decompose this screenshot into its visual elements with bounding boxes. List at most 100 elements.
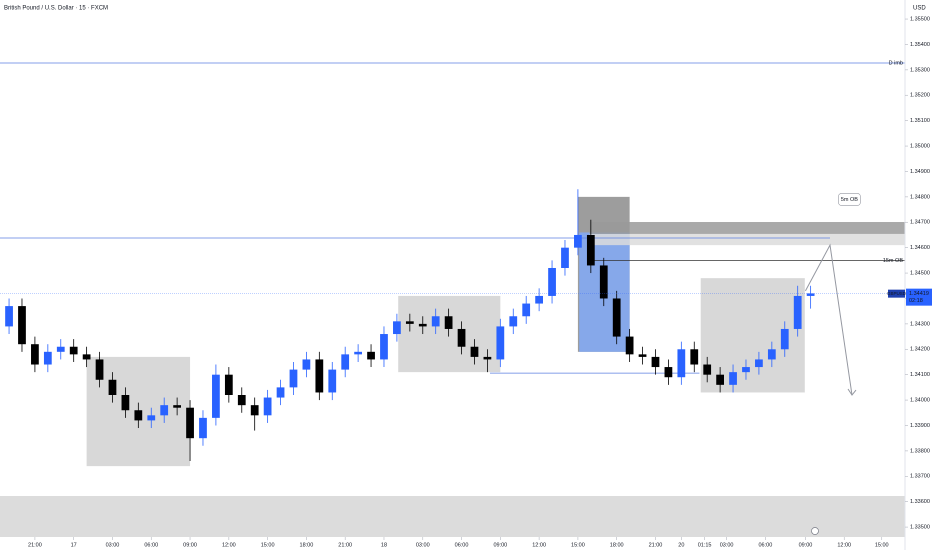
- candle-body: [716, 374, 724, 385]
- projection-arrowhead: [847, 388, 857, 396]
- last-price-label: 1.34419: [909, 291, 929, 297]
- x-tick-label: 09:00: [493, 542, 507, 548]
- y-tick-label: 1.33700: [910, 474, 930, 480]
- currency: USD: [913, 6, 926, 12]
- candle-body: [457, 328, 466, 347]
- x-tick-label: 09:00: [183, 542, 197, 548]
- x-tick-label: 15:00: [261, 542, 275, 548]
- candle-body: [31, 344, 39, 365]
- y-tick-label: 1.34700: [910, 220, 930, 226]
- candle-body: [548, 267, 556, 296]
- zone: [589, 233, 905, 246]
- candle-body: [237, 395, 246, 406]
- y-tick-label: 1.35000: [910, 144, 930, 150]
- candle-body: [56, 346, 65, 352]
- x-tick-label: 20: [678, 542, 684, 548]
- candle-body: [483, 356, 492, 360]
- candle-body: [82, 354, 91, 360]
- candle-body: [599, 265, 608, 299]
- price-tag: [906, 288, 932, 306]
- countdown-label: 02:18: [909, 298, 923, 304]
- candle-body: [315, 359, 324, 393]
- x-tick-label: 17: [71, 542, 77, 548]
- y-tick-label: 1.34000: [910, 398, 930, 404]
- y-tick-label: 1.34600: [910, 245, 930, 251]
- candle-body: [522, 303, 531, 317]
- x-tick-label: 18:00: [610, 542, 624, 548]
- candle-body: [393, 321, 401, 335]
- y-tick-label: 1.35200: [910, 93, 930, 99]
- y-tick-label: 1.34300: [910, 321, 930, 327]
- x-tick-label: 21:00: [28, 542, 42, 548]
- y-tick-label: 1.33800: [910, 448, 930, 454]
- symbol-tag: [888, 289, 905, 298]
- candle-body: [276, 387, 285, 398]
- candle-body: [703, 364, 712, 375]
- candle-body: [199, 417, 207, 439]
- candle-body: [431, 316, 440, 327]
- candle-body: [289, 369, 298, 388]
- y-tick-label: 1.34200: [910, 347, 930, 353]
- candle-body: [43, 351, 52, 365]
- candle-body: [561, 247, 569, 268]
- candle-body: [625, 336, 634, 355]
- y-tick-label: 1.34500: [910, 271, 930, 277]
- candle-body: [186, 407, 194, 439]
- x-tick-label: 12:00: [532, 542, 546, 548]
- x-tick-label: 09:00: [799, 542, 813, 548]
- candle-body: [108, 379, 117, 396]
- candle-body: [664, 367, 673, 378]
- x-tick-label: 03:00: [416, 542, 430, 548]
- candle-body: [95, 359, 104, 380]
- candle-body: [328, 369, 337, 393]
- chart-title: British Pound / U.S. Dollar · 15 · FXCM: [4, 6, 108, 12]
- candle-body: [535, 295, 543, 304]
- candle-body: [263, 397, 272, 416]
- candle-body: [173, 405, 181, 408]
- candle-body: [302, 359, 311, 370]
- y-tick-label: 1.35300: [910, 67, 930, 73]
- x-tick-label: 12:00: [222, 542, 236, 548]
- candle-body: [742, 367, 750, 373]
- candle-body: [134, 410, 143, 421]
- y-tick-label: 1.33500: [910, 525, 930, 531]
- candle-body: [690, 349, 699, 365]
- x-tick-label: 01:15: [698, 542, 712, 548]
- candle-body: [147, 415, 156, 421]
- x-tick-label: 18: [381, 542, 387, 548]
- candle-body: [160, 405, 169, 416]
- zone: [398, 295, 501, 373]
- x-tick-label: 18:00: [300, 542, 314, 548]
- x-tick-label: 15:00: [571, 542, 585, 548]
- y-tick-label: 1.35400: [910, 42, 930, 48]
- x-tick-label: 12:00: [837, 542, 851, 548]
- candle-body: [496, 326, 505, 360]
- x-tick-label: 15:00: [875, 542, 889, 548]
- x-tick-label: 03:00: [720, 542, 734, 548]
- y-tick-label: 1.33900: [910, 423, 930, 429]
- y-tick-label: 1.34900: [910, 169, 930, 175]
- candle-body: [638, 354, 647, 357]
- x-tick-label: 21:00: [338, 542, 352, 548]
- candle-body: [341, 354, 350, 370]
- session-band: [0, 496, 905, 537]
- candle-body: [677, 349, 686, 378]
- candle-body: [586, 234, 595, 266]
- candle-body: [367, 351, 375, 360]
- zone: [589, 222, 905, 234]
- plot-area: [0, 62, 905, 467]
- candle-body: [767, 349, 776, 360]
- y-tick-label: 1.35500: [910, 17, 930, 23]
- candle-body: [755, 359, 763, 368]
- symbol-label: GBPUSD: [887, 291, 907, 296]
- candle-body: [380, 334, 388, 360]
- candle-body: [574, 234, 582, 248]
- candle-body: [121, 395, 130, 411]
- candle-body: [224, 374, 233, 396]
- candle-body: [509, 316, 518, 327]
- y-tick-label: 1.35100: [910, 118, 930, 124]
- settings-icon[interactable]: [811, 527, 819, 535]
- projection-path: [805, 243, 853, 396]
